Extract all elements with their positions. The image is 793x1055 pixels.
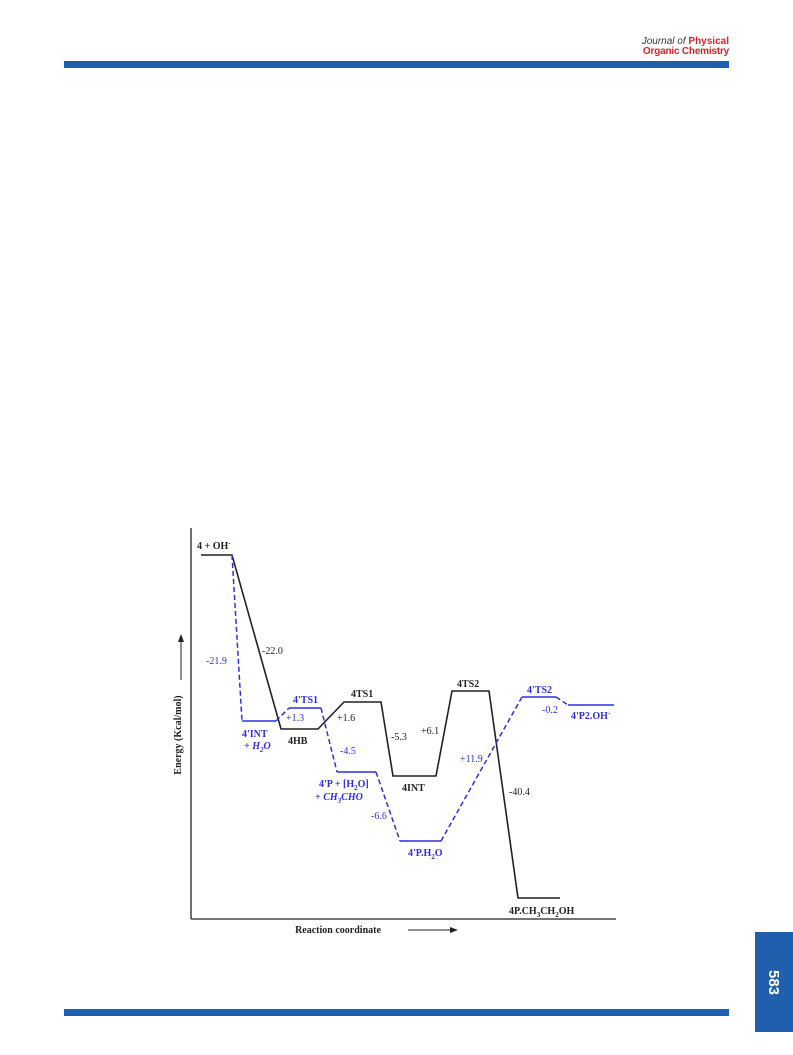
black-step-5: -40.4: [509, 787, 530, 798]
blue-step-5: +11.9: [460, 754, 483, 765]
black-step-4: +6.1: [421, 726, 439, 737]
black-pathway: [201, 554, 560, 899]
blue-seg-6: [555, 696, 569, 706]
label-4pp: 4'P + [H2O]: [319, 779, 369, 792]
label-4pts1: 4'TS1: [293, 695, 318, 706]
journal-prefix: Journal of: [641, 36, 686, 47]
blue-seg-5: [440, 696, 523, 842]
label-4ts2: 4TS2: [457, 679, 479, 690]
blue-step-4: -6.6: [371, 811, 387, 822]
y-axis-arrow: [178, 634, 184, 680]
page-number: 583: [765, 969, 783, 995]
footer-rule: [64, 1009, 729, 1016]
blue-seg-3: [320, 707, 338, 773]
journal-logo: Journal of Physical Organic Chemistry: [642, 37, 729, 57]
label-4pp2: 4'P2.OH-: [571, 709, 611, 722]
blue-seg-1: [231, 554, 243, 722]
x-axis-label: Reaction coordinate: [295, 925, 381, 936]
blue-step-1: -21.9: [206, 656, 227, 667]
label-4pint-h2o: + H2O: [244, 741, 271, 754]
blue-seg-2: [275, 707, 290, 722]
label-4p-product: 4P.CH3CH2OH: [509, 906, 574, 919]
label-4ts1: 4TS1: [351, 689, 373, 700]
journal-name-line2: Organic Chemistry: [642, 46, 729, 57]
blue-step-2: +1.3: [286, 713, 304, 724]
black-step-1: -22.0: [262, 646, 283, 657]
black-step-2: +1.6: [337, 713, 355, 724]
label-4pp-ch3cho: + CH3CHO: [315, 792, 363, 805]
label-4pph2o: 4'P.H2O: [408, 848, 443, 861]
y-axis-label: Energy (Kcal/mol): [173, 695, 184, 774]
label-4hb: 4HB: [288, 736, 308, 747]
blue-seg-4: [375, 771, 401, 842]
black-step-3: -5.3: [391, 732, 407, 743]
blue-step-6: -0.2: [542, 705, 558, 716]
label-4int: 4INT: [402, 783, 425, 794]
series-black-path: [201, 554, 560, 899]
label-start: 4 + OH-: [197, 539, 231, 552]
x-axis-arrow: [408, 927, 458, 933]
blue-step-3: -4.5: [340, 746, 356, 757]
header-rule: [64, 61, 729, 68]
label-4pts2: 4'TS2: [527, 685, 552, 696]
page-number-tab: 583: [755, 932, 793, 1032]
blue-pathway: [231, 554, 614, 842]
label-4pint: 4'INT: [242, 729, 268, 740]
journal-name-line1: Physical: [688, 36, 729, 47]
